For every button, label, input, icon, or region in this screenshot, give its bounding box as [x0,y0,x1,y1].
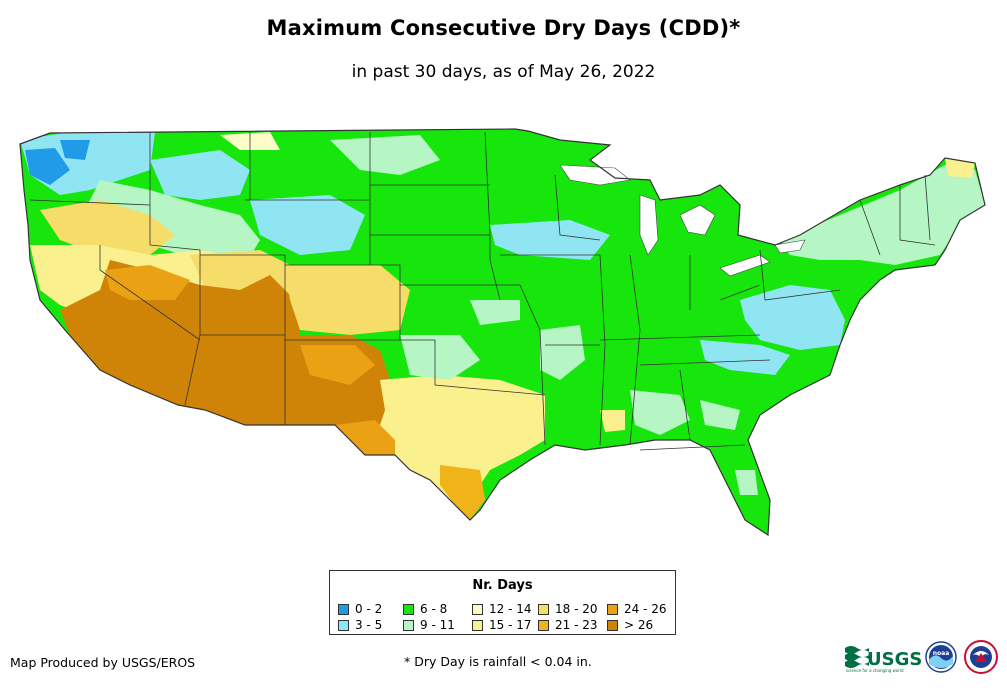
usgs-logo: USGS science for a changing world [845,646,922,673]
legend-label: 3 - 5 [355,618,383,632]
legend-title: Nr. Days [472,578,533,593]
legend-swatch [338,620,349,631]
agency-logos: USGS science for a changing world noaa [845,640,998,674]
map-legend: Nr. Days 0 - 2 3 - 5 6 - 8 9 - 11 12 - 1… [329,570,676,635]
legend-swatch [472,604,483,615]
noaa-logo: noaa [925,641,957,673]
legend-swatch [607,620,618,631]
legend-item: 24 - 26 [607,602,667,616]
map-title: Maximum Consecutive Dry Days (CDD)* [266,16,741,40]
legend-swatch [338,604,349,615]
legend-item: 9 - 11 [403,618,455,632]
legend-item: > 26 [607,618,653,632]
usgs-wordmark: USGS [867,649,922,670]
nws-logo [964,640,998,674]
legend-swatch [538,604,549,615]
legend-item: 12 - 14 [472,602,532,616]
legend-label: 18 - 20 [555,602,598,616]
legend-item: 3 - 5 [338,618,382,632]
legend-item: 15 - 17 [472,618,532,632]
legend-label: 6 - 8 [420,602,448,616]
legend-label: 9 - 11 [420,618,455,632]
legend-swatch [403,604,414,615]
legend-label: 12 - 14 [489,602,532,616]
legend-label: 0 - 2 [355,602,383,616]
legend-label: 15 - 17 [489,618,532,632]
usgs-tagline: science for a changing world [846,668,904,673]
noaa-wordmark: noaa [933,650,950,657]
legend-label: 24 - 26 [624,602,667,616]
legend-swatch [607,604,618,615]
legend-item: 6 - 8 [403,602,447,616]
map-subtitle: in past 30 days, as of May 26, 2022 [351,62,656,82]
dry-day-footnote: * Dry Day is rainfall < 0.04 in. [404,654,592,669]
legend-item: 21 - 23 [538,618,598,632]
legend-swatch [472,620,483,631]
legend-swatch [538,620,549,631]
legend-label: 21 - 23 [555,618,598,632]
map-credit: Map Produced by USGS/EROS [10,655,196,670]
legend-item: 18 - 20 [538,602,598,616]
legend-item: 0 - 2 [338,602,382,616]
legend-label: > 26 [624,618,654,632]
legend-swatch [403,620,414,631]
